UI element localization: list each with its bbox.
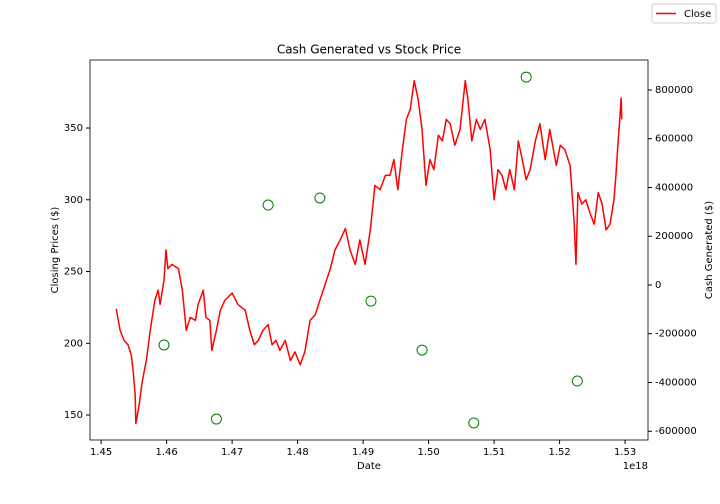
y2-tick-label: -600000 — [655, 426, 697, 437]
cash-point — [416, 344, 428, 356]
cash-point — [314, 192, 326, 204]
price-line — [115, 79, 623, 425]
x-offset-label: 1e18 — [623, 461, 648, 472]
y2-tick-label: 600000 — [655, 134, 693, 145]
legend: Close — [651, 3, 717, 24]
x-tick-label: 1.52 — [548, 447, 570, 458]
cash-point — [468, 417, 480, 429]
x-tick-label: 1.48 — [286, 447, 308, 458]
cash-point — [571, 375, 583, 387]
plot-area — [115, 71, 623, 429]
x-tick-label: 1.53 — [614, 447, 636, 458]
axes-frame — [89, 59, 649, 441]
x-tick-label: 1.50 — [417, 447, 439, 458]
y2-tick-label: 400000 — [655, 182, 693, 193]
x-axis-label: Date — [357, 461, 381, 472]
y2-axis-label: Cash Generated ($) — [704, 201, 715, 299]
cash-point — [262, 199, 274, 211]
y-tick-label: 200 — [64, 338, 83, 349]
x-tick-label: 1.47 — [221, 447, 243, 458]
chart-title: Cash Generated vs Stock Price — [277, 43, 461, 57]
cash-point — [365, 295, 377, 307]
cash-point — [158, 339, 170, 351]
legend-label: Close — [684, 9, 711, 20]
y-axis-label: Closing Prices ($) — [50, 207, 61, 294]
y-tick-label: 350 — [64, 123, 83, 134]
y2-tick-label: -400000 — [655, 377, 697, 388]
x-tick-label: 1.45 — [90, 447, 112, 458]
legend-box — [651, 3, 717, 24]
y-tick-label: 300 — [64, 195, 83, 206]
y2-tick-label: 800000 — [655, 85, 693, 96]
y2-tick-label: -200000 — [655, 329, 697, 340]
x-tick-label: 1.51 — [483, 447, 505, 458]
cash-point — [520, 71, 532, 83]
y2-tick-label: 0 — [655, 280, 661, 291]
x-tick-label: 1.49 — [352, 447, 374, 458]
y-tick-label: 250 — [64, 267, 83, 278]
y2-tick-label: 200000 — [655, 231, 693, 242]
x-tick-label: 1.46 — [155, 447, 177, 458]
cash-point — [210, 413, 222, 425]
y-tick-label: 150 — [64, 410, 83, 421]
